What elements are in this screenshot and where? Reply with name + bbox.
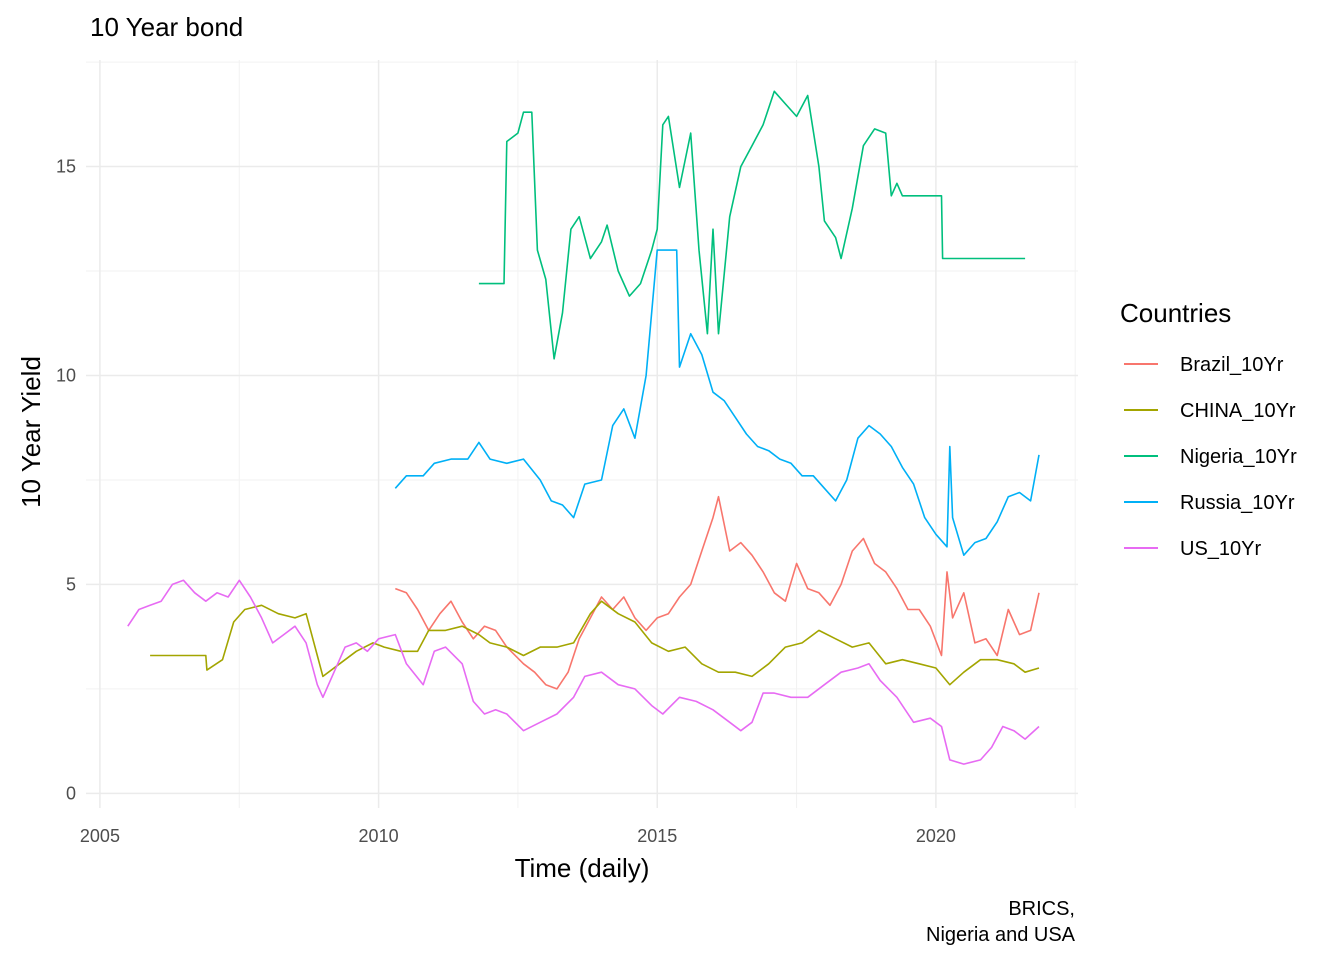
y-tick-label: 10 <box>56 365 76 385</box>
legend-label: Russia_10Yr <box>1180 492 1295 514</box>
legend-item-china_10yr: CHINA_10Yr <box>1124 400 1296 422</box>
series-line-us_10yr <box>127 579 1040 765</box>
legend: Countries Brazil_10Yr CHINA_10Yr Nigeria_1… <box>1120 298 1297 560</box>
y-tick-label: 0 <box>66 783 76 803</box>
caption-line-2: Nigeria and USA <box>926 924 1076 946</box>
x-axis-title: Time (daily) <box>515 853 650 883</box>
grid <box>86 60 1078 808</box>
legend-item-brazil_10yr: Brazil_10Yr <box>1124 354 1284 376</box>
x-tick-label: 2010 <box>359 826 399 846</box>
axis-ticks: 2005 2010 2015 2020 0 5 10 15 <box>56 157 956 846</box>
legend-label: Nigeria_10Yr <box>1180 446 1297 468</box>
legend-item-us_10yr: US_10Yr <box>1124 538 1261 560</box>
legend-label: CHINA_10Yr <box>1180 400 1296 422</box>
chart-title: 10 Year bond <box>90 12 243 42</box>
legend-label: US_10Yr <box>1180 538 1261 560</box>
legend-label: Brazil_10Yr <box>1180 354 1284 376</box>
series-line-china_10yr <box>150 600 1040 686</box>
series-line-russia_10yr <box>394 249 1040 556</box>
caption-line-1: BRICS, <box>1008 898 1075 920</box>
series-line-nigeria_10yr <box>478 90 1026 360</box>
y-tick-label: 5 <box>66 574 76 594</box>
series-line-brazil_10yr <box>395 495 1040 690</box>
y-axis-title: 10 Year Yield <box>16 356 46 508</box>
y-tick-label: 15 <box>56 157 76 177</box>
series-lines <box>127 90 1040 765</box>
x-tick-label: 2020 <box>916 826 956 846</box>
legend-item-russia_10yr: Russia_10Yr <box>1124 492 1295 514</box>
legend-title: Countries <box>1120 298 1231 328</box>
x-tick-label: 2015 <box>637 826 677 846</box>
legend-item-nigeria_10yr: Nigeria_10Yr <box>1124 446 1297 468</box>
x-tick-label: 2005 <box>80 826 120 846</box>
